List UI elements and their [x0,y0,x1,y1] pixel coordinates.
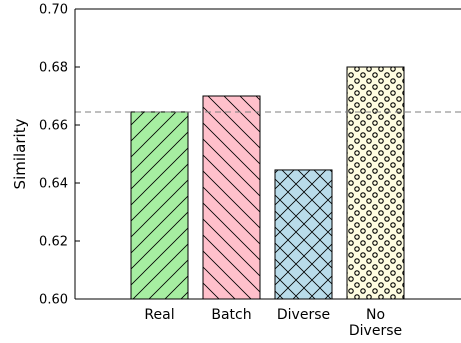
x-tick-label: No [366,307,385,323]
y-tick-label: 0.66 [39,119,68,134]
bar-3 [346,66,405,300]
bar-hatch [130,111,189,300]
bar-0 [130,111,189,300]
bar-hatch [202,95,261,300]
y-tick-label: 0.68 [39,61,68,76]
bar-2 [274,169,333,300]
x-tick-label: Diverse [349,323,402,339]
labels-group: Real Batch Diverse NoDiverse0.600.620.640.6… [11,3,402,340]
bar-1 [202,95,261,300]
x-tick-label: Real [144,307,174,323]
y-tick-label: 0.64 [39,177,68,192]
axes-group [74,8,461,300]
bars-group [130,66,405,300]
bar-hatch [346,66,405,300]
x-tick-label: Diverse [277,307,330,323]
y-axis-title: Similarity [11,118,29,189]
x-tick-label: Batch [211,307,251,323]
y-tick-label: 0.62 [39,235,68,250]
y-tick-label: 0.60 [39,293,68,308]
y-tick-label: 0.70 [39,3,68,18]
bar-hatch [274,169,333,300]
